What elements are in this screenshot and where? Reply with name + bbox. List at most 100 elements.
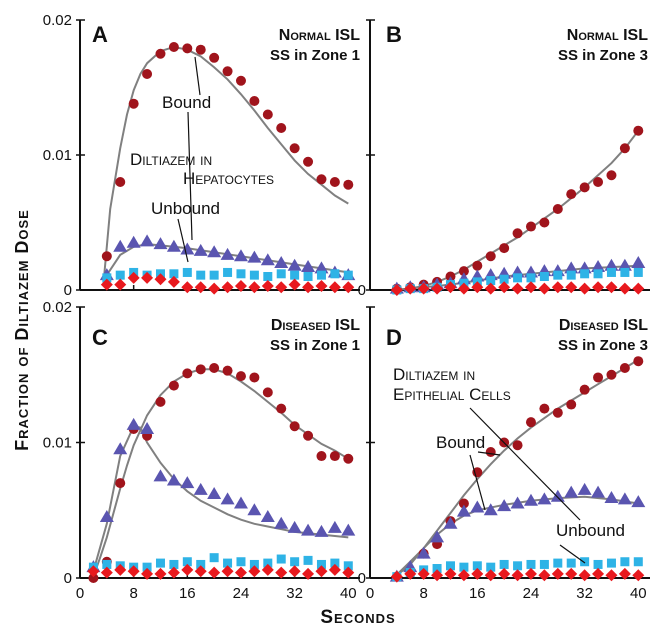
data-point-diamond — [234, 279, 247, 292]
data-point-bound-circle — [249, 372, 260, 383]
data-point-diamond — [605, 281, 618, 294]
data-point-diamond — [484, 282, 497, 295]
data-point-square — [316, 270, 326, 280]
data-point-bound-circle — [262, 109, 273, 120]
fit-curve — [92, 368, 349, 577]
data-point-diamond — [444, 567, 457, 580]
data-point-triangle — [564, 485, 579, 498]
data-point-bound-circle — [619, 143, 630, 154]
data-point-bound-circle — [499, 243, 510, 254]
data-point-diamond — [127, 271, 140, 284]
data-point-square — [102, 559, 112, 569]
data-point-bound-circle — [485, 446, 496, 457]
x-tick-label: 8 — [129, 585, 137, 602]
data-point-square — [290, 270, 300, 280]
data-point-bound-circle — [458, 498, 469, 509]
data-point-diamond — [114, 563, 127, 576]
data-point-triangle — [564, 261, 579, 274]
data-point-diamond — [328, 281, 341, 294]
data-point-triangle — [314, 261, 329, 274]
data-point-square — [209, 553, 219, 563]
x-axis-label: Seconds — [320, 607, 395, 628]
data-point-square — [263, 558, 273, 568]
data-point-bound-circle — [525, 417, 536, 428]
panel-title: Diseased ISL — [271, 317, 360, 334]
panel-subtitle: SS in Zone 1 — [270, 47, 360, 64]
data-point-square — [513, 273, 523, 283]
data-point-triangle — [604, 491, 619, 504]
x-tick-label: 24 — [233, 585, 250, 602]
data-point-square — [236, 269, 246, 279]
data-point-triangle — [287, 258, 302, 271]
data-point-bound-circle — [209, 52, 220, 63]
data-point-bound-circle — [303, 156, 314, 167]
data-point-diamond — [551, 281, 564, 294]
data-point-square — [580, 557, 590, 567]
data-point-diamond — [618, 282, 631, 295]
data-point-diamond — [592, 567, 605, 580]
data-point-diamond — [248, 281, 261, 294]
data-point-bound-circle — [142, 69, 153, 79]
data-point-diamond — [154, 273, 167, 286]
data-point-bound-circle — [195, 44, 206, 55]
data-point-square — [155, 558, 165, 568]
data-point-square — [236, 557, 246, 567]
data-point-diamond — [592, 281, 605, 294]
data-point-bound-circle — [168, 380, 179, 391]
data-point-triangle — [247, 250, 262, 263]
data-point-bound-circle — [115, 478, 126, 489]
data-point-square — [513, 561, 523, 571]
annotation-arrow — [469, 407, 581, 521]
y-tick-label: 0.02 — [43, 12, 72, 29]
panel-letter: D — [386, 325, 402, 350]
x-tick-label: 16 — [179, 585, 196, 602]
data-point-triangle — [537, 492, 552, 505]
data-point-bound-circle — [303, 430, 314, 441]
data-point-diamond — [275, 281, 288, 294]
data-point-bound-circle — [155, 48, 166, 59]
data-point-diamond — [234, 566, 247, 579]
data-point-bound-circle — [276, 403, 287, 414]
data-point-bound-circle — [579, 384, 590, 395]
data-point-square — [606, 267, 616, 277]
data-point-square — [115, 270, 125, 280]
data-point-diamond — [342, 281, 355, 294]
annotation-diltiazem-in: Diltiazem in — [130, 150, 212, 169]
data-point-diamond — [328, 563, 341, 576]
data-point-diamond — [444, 281, 457, 294]
annotation-arrow — [469, 454, 486, 511]
data-point-bound-circle — [262, 387, 273, 398]
data-point-diamond — [431, 282, 444, 295]
data-point-diamond — [127, 565, 140, 578]
data-point-triangle — [631, 495, 646, 508]
annotation-epithelial-cells: Epithelial Cells — [393, 385, 511, 404]
data-point-diamond — [417, 567, 430, 580]
data-point-triangle — [113, 442, 128, 455]
data-point-bound-circle — [88, 573, 99, 583]
data-point-bound-circle — [566, 189, 577, 200]
data-point-triangle — [220, 492, 235, 505]
data-point-square — [580, 269, 590, 279]
data-point-bound-circle — [593, 372, 604, 383]
annotation-bound: Bound — [162, 93, 211, 112]
data-point-bound-circle — [552, 407, 563, 418]
data-point-diamond — [87, 565, 100, 578]
y-tick-label: 0 — [358, 282, 366, 299]
data-point-bound-circle — [606, 369, 617, 380]
data-point-diamond — [524, 281, 537, 294]
data-point-square — [209, 270, 219, 280]
data-point-bound-circle — [182, 43, 193, 54]
data-point-triangle — [483, 503, 498, 516]
data-point-square — [593, 559, 603, 569]
data-point-triangle — [207, 245, 222, 258]
data-point-triangle — [301, 260, 316, 273]
data-point-diamond — [632, 569, 645, 582]
data-point-diamond — [404, 567, 417, 580]
data-point-diamond — [565, 281, 578, 294]
data-point-square — [633, 557, 643, 567]
data-point-triangle — [126, 235, 141, 248]
data-point-diamond — [194, 565, 207, 578]
data-point-diamond — [315, 279, 328, 292]
data-point-bound-circle — [289, 421, 300, 432]
data-point-diamond — [288, 278, 301, 291]
